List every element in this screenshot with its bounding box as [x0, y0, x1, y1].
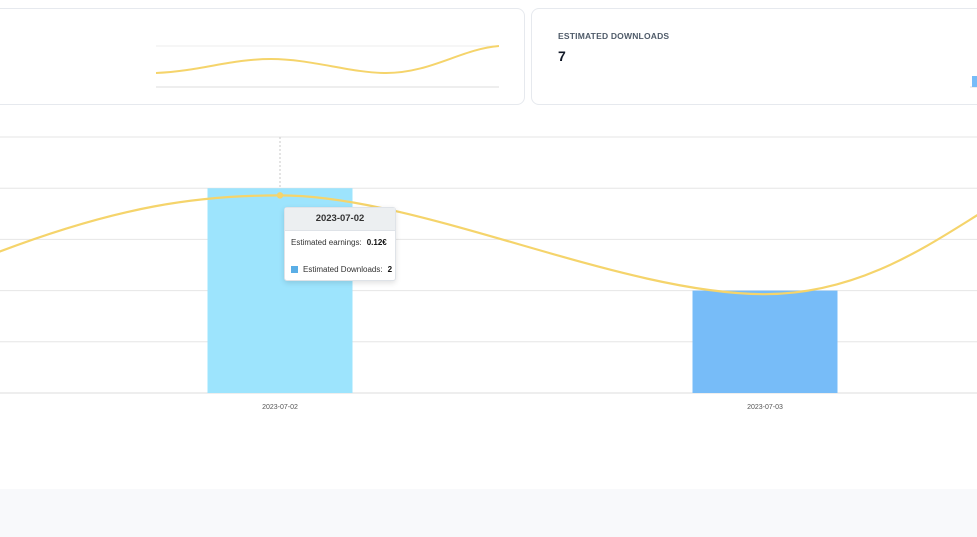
- tooltip-earnings-label: Estimated earnings:: [291, 238, 362, 247]
- sparkline-bar: [972, 76, 977, 87]
- footer-band: [0, 489, 977, 537]
- downloads-bar[interactable]: [692, 290, 838, 393]
- x-axis-ticks: 2023-07-02 2023-07-03: [262, 404, 783, 411]
- sparkline-line: [155, 45, 500, 75]
- tooltip-earnings-value: 0.12€: [366, 238, 387, 247]
- tooltip-earnings-row: Estimated earnings: 0.12€: [291, 238, 387, 247]
- downloads-kpi-value: 7: [558, 48, 566, 64]
- x-tick-label: 2023-07-03: [747, 404, 783, 411]
- downloads-sparkline: [970, 76, 977, 88]
- chart-tooltip: 2023-07-02 Estimated earnings: 0.12€ Esti…: [284, 207, 396, 281]
- tooltip-downloads-value: 2: [387, 265, 393, 274]
- earnings-point[interactable]: [276, 192, 284, 199]
- earnings-sparkline: [155, 45, 500, 88]
- earnings-kpi-card: [0, 8, 525, 105]
- tooltip-downloads-label: Estimated Downloads:: [303, 265, 383, 274]
- downloads-kpi-title: ESTIMATED DOWNLOADS: [558, 31, 670, 41]
- downloads-kpi-card: ESTIMATED DOWNLOADS 7: [531, 8, 977, 105]
- earnings-line: [0, 194, 977, 296]
- tooltip-downloads-row: Estimated Downloads: 2: [291, 265, 392, 274]
- x-tick-label: 2023-07-02: [262, 404, 298, 411]
- main-chart[interactable]: 2023-07-02 2023-07-03: [0, 112, 977, 422]
- tooltip-date: 2023-07-02: [285, 208, 395, 231]
- downloads-legend-swatch: [291, 266, 298, 273]
